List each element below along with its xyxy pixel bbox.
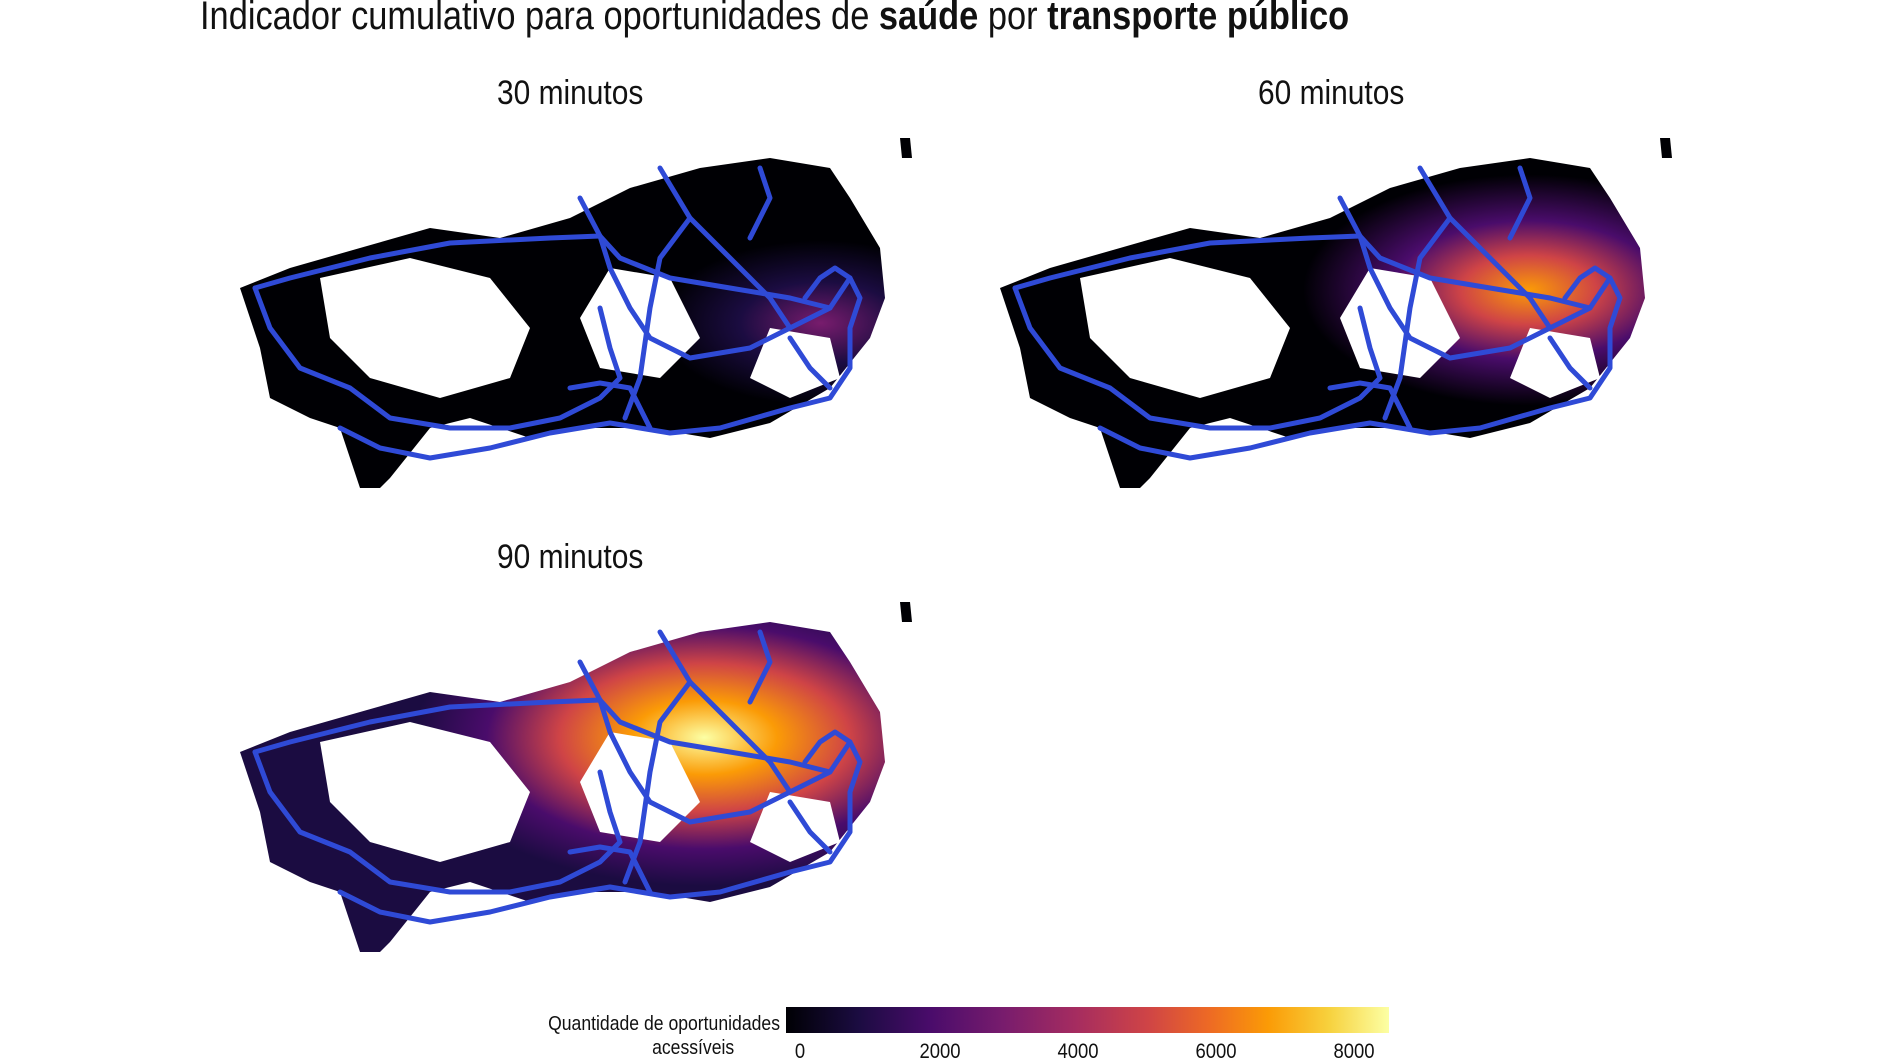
panel-title-60: 60 minutos: [1257, 74, 1405, 112]
legend-tick-0: [800, 1033, 801, 1041]
page-title: Indicador cumulativo para oportunidades …: [200, 0, 1349, 39]
city-hole-3: [750, 792, 840, 862]
map-panel-60: [1000, 138, 1672, 488]
legend-tick-6000: [1216, 1033, 1217, 1041]
panel-title-90: 90 minutos: [496, 538, 644, 576]
city-shape: [240, 622, 885, 952]
transit-lines: [1012, 165, 1623, 461]
legend-tick-label-0: 0: [794, 1040, 806, 1063]
panel-title-30: 30 minutos: [496, 74, 644, 112]
legend-title-line1: Quantidade de oportunidades: [548, 1013, 780, 1035]
legend-tick-label-4000: 4000: [1057, 1040, 1099, 1063]
legend-title: Quantidade de oportunidades acessíveis: [481, 1012, 780, 1060]
legend-tick-label-6000: 6000: [1195, 1040, 1237, 1063]
legend-tick-8000: [1354, 1033, 1355, 1041]
legend-tick-label-8000: 8000: [1333, 1040, 1375, 1063]
map-panel-30: [240, 138, 912, 488]
title-part2: por: [978, 0, 1048, 38]
city-hole: [320, 258, 530, 398]
legend-tick-4000: [1078, 1033, 1079, 1041]
island-shape: [900, 138, 912, 158]
island-shape: [1660, 138, 1672, 158]
transit-lines: [252, 629, 863, 925]
city-hole: [320, 722, 530, 862]
island-shape: [900, 602, 912, 622]
city-hole-3: [1510, 328, 1600, 398]
title-part1: Indicador cumulativo para oportunidades …: [200, 0, 879, 38]
title-bold-saude: saúde: [878, 0, 979, 38]
city-hole: [1080, 258, 1290, 398]
city-hole-3: [750, 328, 840, 398]
legend-title-line2: acessíveis: [652, 1037, 735, 1059]
title-bold-transporte: transporte público: [1047, 0, 1350, 38]
legend-tick-2000: [940, 1033, 941, 1041]
transit-lines: [252, 165, 863, 461]
map-panel-90: [240, 602, 912, 952]
legend-colorbar: [786, 1007, 1389, 1033]
city-shape: [240, 158, 885, 488]
legend-tick-label-2000: 2000: [919, 1040, 961, 1063]
city-shape: [1000, 158, 1645, 488]
